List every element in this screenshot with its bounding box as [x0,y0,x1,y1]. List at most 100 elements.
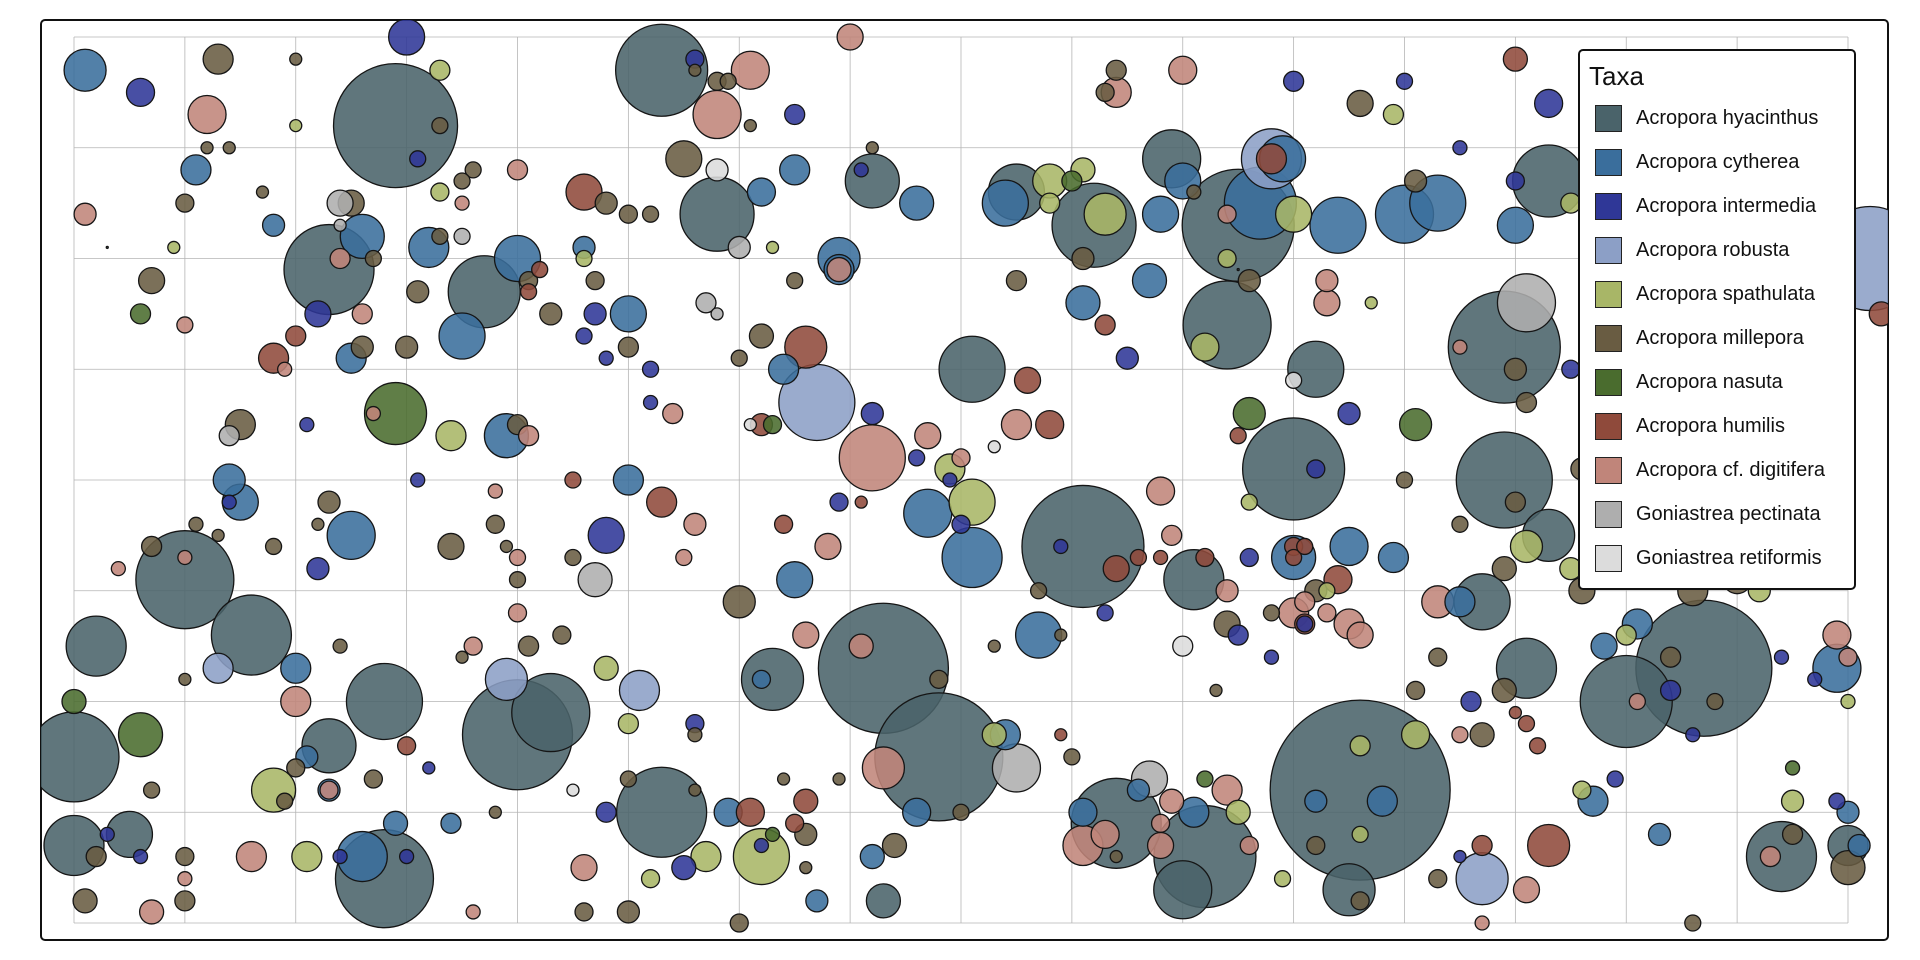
bubble-acropora-cytherea [1068,797,1098,827]
bubble-goniastrea-pectinata [710,307,724,321]
bubble-acropora-nasuta [363,381,428,446]
bubble-acropora-hyacinthus [1236,267,1240,272]
bubble-acropora-millepora [641,205,660,223]
bubble-acropora-millepora [1029,582,1048,600]
bubble-acropora-nasuta [1398,407,1433,442]
bubble-acropora-cf-digitifera [187,94,227,135]
bubble-acropora-intermedia [304,300,332,328]
bubble-acropora-millepora [1071,246,1095,271]
bubble-acropora-millepora [350,335,374,359]
bubble-acropora-cf-digitifera [1211,774,1243,806]
bubble-acropora-intermedia [575,327,593,345]
bubble-acropora-millepora [730,349,748,367]
bubble-acropora-intermedia [598,350,614,366]
legend-item: Goniastrea pectinata [1580,492,1854,536]
bubble-acropora-humilis [1508,705,1523,720]
bubble-acropora-millepora [665,140,703,178]
bubble-acropora-millepora [464,161,482,179]
bubble-acropora-humilis [1013,366,1042,394]
bubble-acropora-humilis [1526,823,1571,868]
bubble-acropora-cytherea [180,154,212,186]
legend-swatch [1595,544,1622,572]
bubble-acropora-cf-digitifera [1294,591,1316,613]
bubble-acropora-millepora [200,141,214,155]
legend-item: Goniastrea retiformis [1580,536,1854,580]
bubble-acropora-humilis [1229,427,1247,445]
bubble-acropora-millepora [175,193,195,213]
bubble-acropora-hyacinthus [1322,863,1376,917]
bubble-acropora-millepora [1503,357,1528,381]
bubble-acropora-hyacinthus [1163,549,1225,611]
bubble-acropora-cytherea [280,652,312,684]
bubble-acropora-spathulata [1382,103,1405,126]
bubble-acropora-cf-digitifera [1315,268,1339,293]
legend-label: Goniastrea pectinata [1636,502,1821,525]
bubble-goniastrea-retiformis [743,417,757,432]
bubble-acropora-cf-digitifera [110,560,126,577]
bubble-acropora-cytherea [1126,778,1151,802]
bubble-acropora-hyacinthus [1579,654,1673,749]
bubble-acropora-millepora [1054,628,1068,642]
bubble-goniastrea-retiformis [705,158,729,182]
bubble-acropora-cf-digitifera [838,424,906,492]
bubble-acropora-humilis [1129,548,1148,567]
bubble-acropora-spathulata [1273,870,1292,888]
bubble-acropora-millepora [865,141,879,155]
bubble-acropora-cf-digitifera [1452,339,1468,355]
bubble-acropora-millepora [881,832,908,859]
bubble-acropora-spathulata [640,869,661,889]
bubble-acropora-millepora [142,781,161,799]
bubble-acropora-spathulata [1400,720,1431,750]
bubble-acropora-spathulata [765,240,780,255]
bubble-acropora-millepora [776,772,791,786]
bubble-acropora-cf-digitifera [1215,579,1239,603]
bubble-acropora-cytherea [1444,586,1476,618]
bubble-acropora-intermedia [829,492,849,512]
bubble-acropora-cytherea [1304,789,1328,813]
legend-label: Acropora humilis [1636,414,1785,437]
bubble-acropora-cf-digitifera [1451,726,1469,744]
bubble-acropora-cf-digitifera [1159,788,1185,814]
bubble-acropora-intermedia [583,302,607,326]
bubble-acropora-millepora [729,913,749,933]
bubble-acropora-cf-digitifera [177,871,193,887]
bubble-acropora-intermedia [587,516,625,555]
bubble-acropora-hyacinthus [614,23,709,117]
bubble-acropora-millepora [1504,491,1527,513]
bubble-acropora-intermedia [1296,615,1314,633]
bubble-acropora-millepora [1209,683,1223,698]
legend-item: Acropora humilis [1580,404,1854,448]
bubble-acropora-humilis [793,788,819,814]
bubble-acropora-millepora [485,514,505,534]
bubble-acropora-nasuta [1232,396,1266,431]
legend-items: Acropora hyacinthus Acropora cytherea Acro… [1580,96,1854,580]
bubble-acropora-humilis [1471,834,1493,857]
bubble-acropora-intermedia [860,401,884,426]
bubble-acropora-spathulata [1083,192,1127,236]
bubble-acropora-cytherea [779,154,811,186]
bubble-acropora-cytherea [1377,541,1410,574]
bubble-acropora-millepora [585,270,605,291]
legend-swatch [1595,412,1622,440]
bubble-acropora-intermedia [1227,624,1249,646]
bubble-acropora-millepora [1428,647,1448,667]
bubble-acropora-millepora [276,792,294,810]
bubble-acropora-cytherea [1647,822,1672,847]
bubble-acropora-humilis [1502,46,1529,72]
bubble-goniastrea-retiformis [1284,371,1303,389]
bubble-acropora-humilis [773,514,794,534]
bubble-acropora-humilis [564,471,582,489]
bubble-acropora-spathulata [732,827,791,886]
bubble-acropora-humilis [645,486,678,518]
legend-swatch [1595,236,1622,264]
bubble-acropora-cf-digitifera [1838,647,1858,667]
bubble-acropora-spathulata [690,840,722,873]
bubble-acropora-cytherea [767,353,800,385]
bubble-acropora-intermedia [595,801,617,823]
bubble-acropora-millepora [786,271,804,290]
bubble-acropora-nasuta [1196,770,1214,788]
bubble-acropora-spathulata [575,249,593,268]
bubble-acropora-millepora [1781,823,1804,846]
bubble-acropora-millepora [722,585,756,619]
